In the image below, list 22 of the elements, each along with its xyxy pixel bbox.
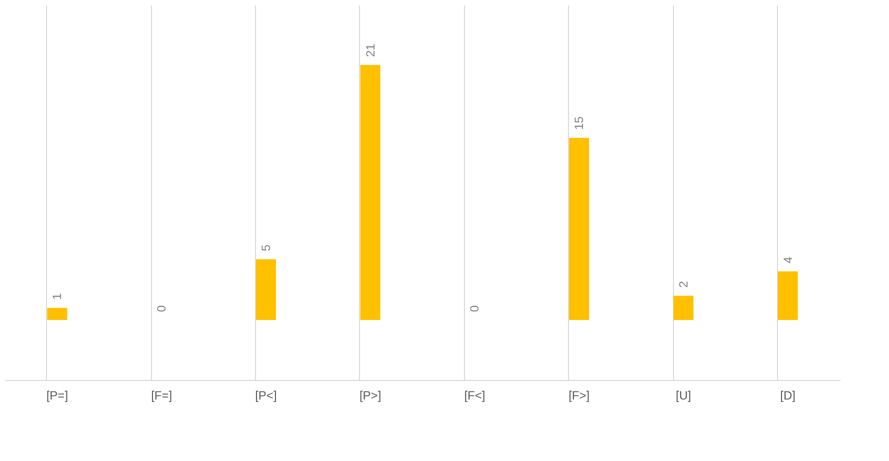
bar: [569, 138, 590, 320]
x-tick-label: [P>]: [359, 388, 382, 402]
data-label: 15: [572, 116, 586, 130]
bar: [47, 308, 68, 320]
data-label: 0: [468, 305, 482, 312]
x-tick-label: [F=]: [151, 388, 172, 402]
data-label: 4: [780, 256, 795, 264]
x-tick-label: [F<]: [464, 388, 486, 402]
x-tick-label: [U]: [676, 388, 692, 402]
data-label: 21: [363, 43, 378, 57]
x-tick-label: [P<]: [255, 388, 277, 402]
x-tick-label: [D]: [780, 388, 796, 402]
bar: [360, 65, 380, 320]
data-label: 0: [154, 305, 169, 312]
x-tick-label: [P=]: [46, 388, 68, 402]
x-tick-label: [F>]: [568, 388, 590, 402]
data-label: 5: [258, 244, 273, 252]
data-label: 2: [676, 280, 690, 288]
bar: [256, 259, 276, 320]
bar: [778, 271, 798, 320]
bar: [673, 296, 694, 320]
data-label: 1: [50, 292, 64, 300]
